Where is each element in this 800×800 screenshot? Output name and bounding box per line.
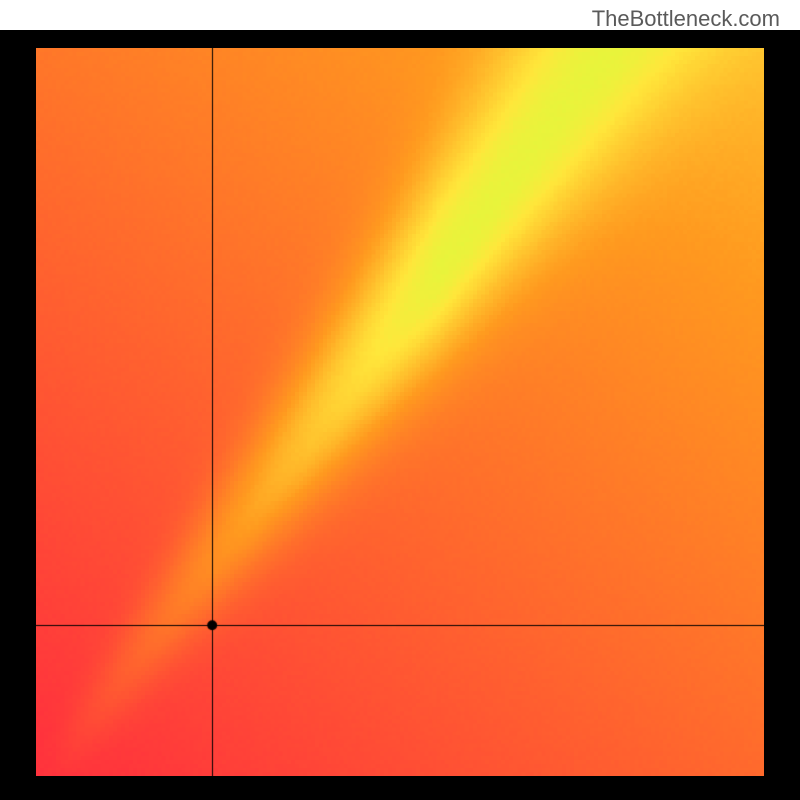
black-frame <box>0 30 800 800</box>
overlay-canvas <box>36 48 764 776</box>
attribution-text: TheBottleneck.com <box>592 6 780 32</box>
plot-area <box>36 48 764 776</box>
chart-container: TheBottleneck.com <box>0 0 800 800</box>
